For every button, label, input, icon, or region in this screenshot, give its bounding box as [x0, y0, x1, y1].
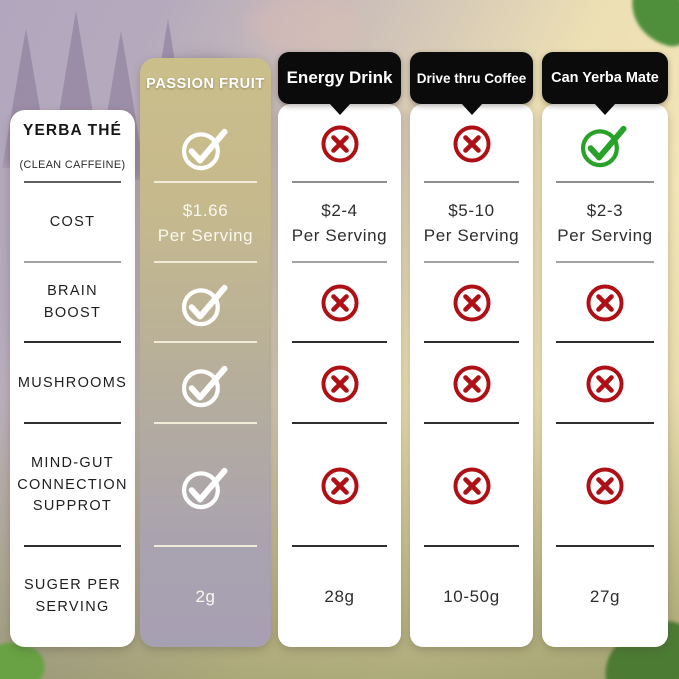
cell-coffee-yerba-the [410, 104, 533, 183]
row-subtitle: (CLEAN CAFFEINE) [19, 159, 126, 171]
cross-icon [449, 361, 495, 407]
cross-icon [317, 280, 363, 326]
cell-energy-yerba-the [278, 104, 401, 183]
check-icon [179, 459, 233, 513]
row-title: YERBA THÉ [23, 122, 122, 139]
row-label-cost: COST [10, 183, 135, 263]
cell-passion-sugar: 2g [195, 587, 216, 607]
row-label-mind-gut: MIND-GUT CONNECTION SUPPROT [10, 424, 135, 547]
cell-coffee-mind-gut [410, 424, 533, 547]
cell-yerba-mind-gut [542, 424, 668, 547]
check-icon [578, 117, 632, 171]
cross-icon [582, 280, 628, 326]
can-yerba-mate-header: Can Yerba Mate [542, 52, 668, 104]
cross-icon [317, 121, 363, 167]
cell-yerba-sugar: 27g [589, 587, 621, 607]
cell-coffee-mushrooms [410, 343, 533, 424]
cell-yerba-mushrooms [542, 343, 668, 424]
row-label-yerba-the: YERBA THÉ (CLEAN CAFFEINE) [10, 110, 135, 183]
cell-coffee-cost: $5-10 Per Serving [410, 183, 533, 263]
row-labels-column: YERBA THÉ (CLEAN CAFFEINE) COST BRAIN BO… [10, 110, 135, 647]
row-label-mushrooms: MUSHROOMS [10, 343, 135, 424]
cross-icon [317, 463, 363, 509]
cross-icon [449, 280, 495, 326]
cell-passion-yerba-the [140, 110, 271, 183]
cell-passion-cost: $1.66 Per Serving [140, 183, 271, 263]
drive-thru-coffee-header: Drive thru Coffee [410, 52, 533, 104]
check-icon [179, 276, 233, 330]
leaf-decoration [621, 0, 679, 51]
cell-yerba-brain-boost [542, 263, 668, 343]
check-icon [179, 357, 233, 411]
cell-energy-sugar: 28g [324, 587, 355, 607]
energy-drink-header: Energy Drink [278, 52, 401, 104]
row-label-brain-boost: BRAIN BOOST [10, 263, 135, 343]
cross-icon [582, 463, 628, 509]
row-label-sugar: SUGER PER SERVING [23, 577, 122, 615]
cross-icon [582, 361, 628, 407]
cell-energy-cost: $2-4 Per Serving [278, 183, 401, 263]
cell-passion-mushrooms [140, 343, 271, 424]
cross-icon [449, 121, 495, 167]
check-icon [179, 120, 233, 174]
cell-passion-mind-gut [140, 424, 271, 547]
column-can-yerba-mate: $2-3 Per Serving 27g [542, 104, 668, 647]
cell-coffee-sugar: 10-50g [443, 587, 500, 607]
cell-yerba-cost: $2-3 Per Serving [542, 183, 668, 263]
cross-icon [317, 361, 363, 407]
cell-energy-mind-gut [278, 424, 401, 547]
column-energy-drink: $2-4 Per Serving 28g [278, 104, 401, 647]
cell-coffee-brain-boost [410, 263, 533, 343]
cell-energy-brain-boost [278, 263, 401, 343]
cell-energy-mushrooms [278, 343, 401, 424]
passion-fruit-header: PASSION FRUIT [146, 76, 265, 92]
background-blob [248, 0, 358, 54]
cell-passion-brain-boost [140, 263, 271, 343]
cell-yerba-yerba-the [542, 104, 668, 183]
column-passion-fruit: PASSION FRUIT $1.66 Per Serving 2g [140, 58, 271, 647]
column-drive-thru-coffee: $5-10 Per Serving 10-50g [410, 104, 533, 647]
cross-icon [449, 463, 495, 509]
